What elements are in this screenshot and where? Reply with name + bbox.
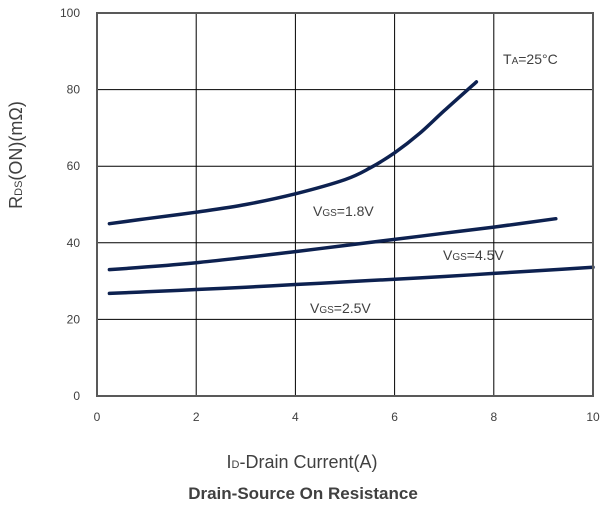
series-label-vgs-2-5v: VGS=2.5V — [310, 300, 371, 316]
x-tick-label: 4 — [292, 410, 299, 424]
y-tick-label: 0 — [73, 389, 80, 403]
y-tick-labels: 0 20 40 60 80 100 — [60, 6, 80, 403]
x-tick-label: 2 — [193, 410, 200, 424]
y-tick-label: 20 — [67, 312, 81, 326]
series-label-vgs-1-8v: VGS=1.8V — [313, 203, 374, 219]
x-tick-label: 0 — [94, 410, 101, 424]
series-labels: VGS=1.8V VGS=4.5V VGS=2.5V — [310, 203, 504, 316]
x-tick-label: 10 — [586, 410, 600, 424]
x-tick-label: 8 — [490, 410, 497, 424]
series-lines — [109, 82, 593, 294]
y-axis-label: RDS(ON)(mΩ) — [6, 101, 26, 209]
x-tick-labels: 0 2 4 6 8 10 — [94, 410, 600, 424]
series-line-vgs-1-8v — [109, 82, 476, 224]
chart-title: Drain-Source On Resistance — [188, 484, 418, 503]
y-tick-label: 100 — [60, 6, 80, 20]
temperature-annotation: TA=25°C — [503, 51, 558, 67]
series-line-vgs-2-5v — [109, 267, 593, 293]
x-tick-label: 6 — [391, 410, 398, 424]
y-tick-label: 60 — [67, 159, 81, 173]
y-tick-label: 80 — [67, 83, 81, 97]
y-tick-label: 40 — [67, 236, 81, 250]
x-axis-label: ID-Drain Current(A) — [227, 452, 378, 472]
series-label-vgs-4-5v: VGS=4.5V — [443, 247, 504, 263]
